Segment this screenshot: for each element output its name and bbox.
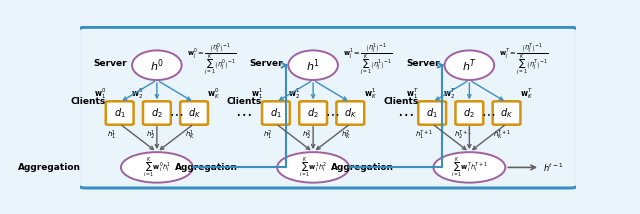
- Text: $\mathbf{w}_2^1$: $\mathbf{w}_2^1$: [288, 86, 300, 101]
- Text: $\sum_{i=1}^{K}\mathbf{w}_i^1 h_i^2$: $\sum_{i=1}^{K}\mathbf{w}_i^1 h_i^2$: [299, 156, 327, 179]
- Text: $h_K^1$: $h_K^1$: [185, 129, 195, 142]
- FancyBboxPatch shape: [79, 27, 577, 188]
- Text: Clients: Clients: [227, 97, 262, 106]
- Text: $h_K^2$: $h_K^2$: [341, 129, 351, 142]
- Ellipse shape: [288, 51, 338, 80]
- Text: $d_K$: $d_K$: [188, 106, 200, 120]
- Text: $\mathbf{w}_j^1 = \dfrac{\left(\eta_j^1\right)^{-1}}{\sum_{j=1}^{K}\left(\eta_j^: $\mathbf{w}_j^1 = \dfrac{\left(\eta_j^1\…: [343, 41, 393, 77]
- Text: $\cdots$: $\cdots$: [236, 104, 252, 122]
- Text: $\cdots$: $\cdots$: [481, 106, 495, 120]
- Text: $h^0$: $h^0$: [150, 57, 164, 74]
- Ellipse shape: [277, 152, 349, 183]
- Text: $\mathbf{w}_1^0$: $\mathbf{w}_1^0$: [94, 86, 106, 101]
- FancyBboxPatch shape: [300, 101, 327, 125]
- Ellipse shape: [121, 152, 193, 183]
- Text: $h_1^2$: $h_1^2$: [263, 129, 273, 142]
- Text: Server: Server: [250, 59, 284, 68]
- FancyBboxPatch shape: [337, 101, 364, 125]
- Text: $h_2^1$: $h_2^1$: [146, 129, 156, 142]
- Text: $\mathbf{w}_K^T$: $\mathbf{w}_K^T$: [520, 86, 533, 101]
- Text: Server: Server: [406, 59, 440, 68]
- Text: $\mathbf{w}_K^1$: $\mathbf{w}_K^1$: [364, 86, 377, 101]
- Text: $\mathbf{w}_2^0$: $\mathbf{w}_2^0$: [131, 86, 143, 101]
- Text: $\mathbf{w}_1^T$: $\mathbf{w}_1^T$: [406, 86, 419, 101]
- Text: $h_K^{T+1}$: $h_K^{T+1}$: [493, 129, 512, 142]
- Text: Server: Server: [93, 59, 127, 68]
- Text: Clients: Clients: [383, 97, 419, 106]
- FancyBboxPatch shape: [262, 101, 290, 125]
- FancyBboxPatch shape: [143, 101, 171, 125]
- Text: $d_K$: $d_K$: [500, 106, 513, 120]
- Text: $d_1$: $d_1$: [114, 106, 125, 120]
- Text: $\cdots$: $\cdots$: [397, 104, 413, 122]
- Text: $h_1^1$: $h_1^1$: [107, 129, 116, 142]
- Text: $\sum_{i=1}^{K}\mathbf{w}_i^T h_i^{T+1}$: $\sum_{i=1}^{K}\mathbf{w}_i^T h_i^{T+1}$: [451, 156, 488, 179]
- Text: $h_2^{T+1}$: $h_2^{T+1}$: [454, 129, 473, 142]
- FancyBboxPatch shape: [493, 101, 520, 125]
- Text: $\mathbf{w}_j^T = \dfrac{\left(\eta_j^T\right)^{-1}}{\sum_{j=1}^{K}\left(\eta_j^: $\mathbf{w}_j^T = \dfrac{\left(\eta_j^T\…: [499, 41, 548, 77]
- Text: $h^1$: $h^1$: [306, 57, 320, 74]
- Text: $d_1$: $d_1$: [426, 106, 438, 120]
- Text: Aggregation: Aggregation: [331, 163, 394, 172]
- Text: $\mathbf{w}_j^0 = \dfrac{\left(\eta_j^0\right)^{-1}}{\sum_{j=1}^{K}\left(\eta_j^: $\mathbf{w}_j^0 = \dfrac{\left(\eta_j^0\…: [187, 41, 236, 77]
- Text: Aggregation: Aggregation: [19, 163, 81, 172]
- Text: Aggregation: Aggregation: [175, 163, 237, 172]
- Text: $\cdots$: $\cdots$: [168, 106, 183, 120]
- Text: $\mathbf{w}_2^T$: $\mathbf{w}_2^T$: [443, 86, 456, 101]
- Text: $h^{t-1}$: $h^{t-1}$: [543, 161, 563, 174]
- Text: $d_1$: $d_1$: [270, 106, 282, 120]
- Text: $h_1^{T+1}$: $h_1^{T+1}$: [415, 129, 434, 142]
- Text: $d_2$: $d_2$: [307, 106, 319, 120]
- Text: $\mathbf{w}_K^0$: $\mathbf{w}_K^0$: [207, 86, 220, 101]
- Text: Clients: Clients: [70, 97, 106, 106]
- Text: $h_2^2$: $h_2^2$: [302, 129, 312, 142]
- FancyBboxPatch shape: [419, 101, 446, 125]
- Text: $\cdots$: $\cdots$: [325, 106, 339, 120]
- Text: $d_K$: $d_K$: [344, 106, 357, 120]
- Ellipse shape: [433, 152, 506, 183]
- Ellipse shape: [132, 51, 182, 80]
- FancyBboxPatch shape: [106, 101, 134, 125]
- Text: $h^T$: $h^T$: [462, 57, 477, 74]
- FancyBboxPatch shape: [456, 101, 483, 125]
- Text: $\sum_{i=1}^{K}\mathbf{w}_i^0 h_i^1$: $\sum_{i=1}^{K}\mathbf{w}_i^0 h_i^1$: [143, 156, 171, 179]
- FancyBboxPatch shape: [180, 101, 208, 125]
- Ellipse shape: [445, 51, 494, 80]
- Text: $\mathbf{w}_1^1$: $\mathbf{w}_1^1$: [250, 86, 262, 101]
- Text: $d_2$: $d_2$: [463, 106, 476, 120]
- Text: $d_2$: $d_2$: [151, 106, 163, 120]
